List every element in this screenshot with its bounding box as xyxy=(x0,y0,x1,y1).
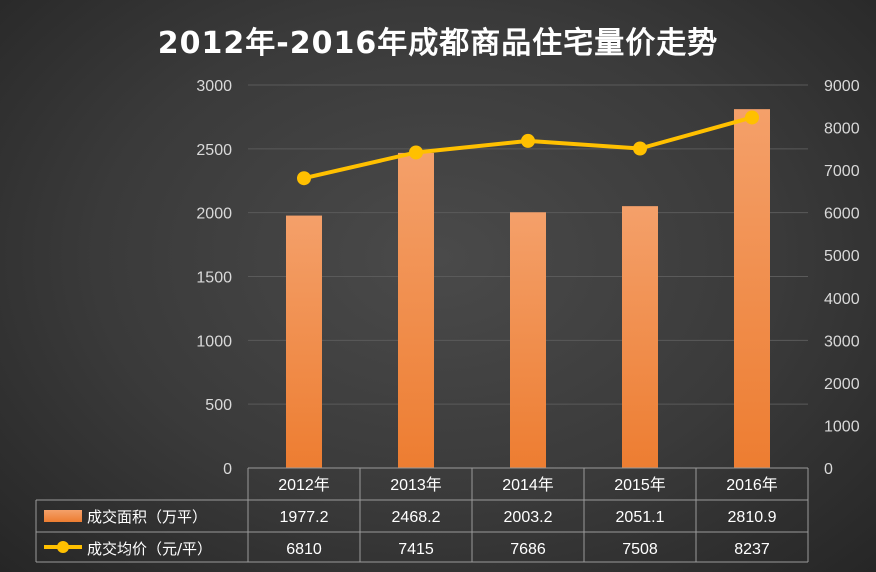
data-table-value: 7508 xyxy=(622,541,658,558)
legend-line-label: 成交均价（元/平） xyxy=(87,540,212,558)
x-category-label: 2012年 xyxy=(278,476,330,494)
x-category-label: 2015年 xyxy=(614,476,666,494)
y-right-tick-label: 7000 xyxy=(824,163,860,180)
data-table-value: 2051.1 xyxy=(616,509,665,526)
data-table-value: 6810 xyxy=(286,541,322,558)
y-right-tick-label: 6000 xyxy=(824,206,860,223)
line-point xyxy=(409,145,423,160)
legend-bar-label: 成交面积（万平） xyxy=(87,508,207,526)
data-table-value: 2810.9 xyxy=(728,509,777,526)
y-right-tick-label: 0 xyxy=(824,461,833,478)
y-right-tick-label: 5000 xyxy=(824,248,860,265)
y-left-tick-label: 2000 xyxy=(196,206,232,223)
y-left-tick-label: 2500 xyxy=(196,142,232,159)
line-point xyxy=(521,133,535,148)
bar xyxy=(286,215,322,468)
data-table-value: 8237 xyxy=(734,541,770,558)
y-right-tick-label: 3000 xyxy=(824,333,860,350)
x-category-label: 2014年 xyxy=(502,476,554,494)
bar xyxy=(622,206,658,469)
data-table-value: 2468.2 xyxy=(392,509,441,526)
y-right-tick-label: 1000 xyxy=(824,418,860,435)
data-table-value: 7686 xyxy=(510,541,546,558)
x-category-label: 2016年 xyxy=(726,476,778,494)
y-left-tick-label: 1500 xyxy=(196,270,232,287)
y-left-tick-label: 1000 xyxy=(196,333,232,350)
line-point xyxy=(297,171,311,186)
data-table-value: 2003.2 xyxy=(504,509,553,526)
line-point xyxy=(745,110,759,125)
y-left-tick-label: 500 xyxy=(205,397,232,414)
x-category-label: 2013年 xyxy=(390,476,442,494)
data-table-value: 1977.2 xyxy=(280,509,329,526)
y-right-tick-label: 4000 xyxy=(824,291,860,308)
bar xyxy=(734,109,770,468)
y-right-tick-label: 9000 xyxy=(824,78,860,95)
chart-title: 2012年-2016年成都商品住宅量价走势 xyxy=(157,26,719,61)
y-left-tick-label: 3000 xyxy=(196,78,232,95)
legend-line-marker xyxy=(57,541,69,553)
line-point xyxy=(633,141,647,156)
y-right-tick-label: 8000 xyxy=(824,121,860,138)
bar xyxy=(398,152,434,468)
y-right-tick-label: 2000 xyxy=(824,376,860,393)
bar xyxy=(510,212,546,468)
y-left-tick-label: 0 xyxy=(223,461,232,478)
data-table-value: 7415 xyxy=(398,541,434,558)
legend-bar-swatch xyxy=(44,510,82,522)
